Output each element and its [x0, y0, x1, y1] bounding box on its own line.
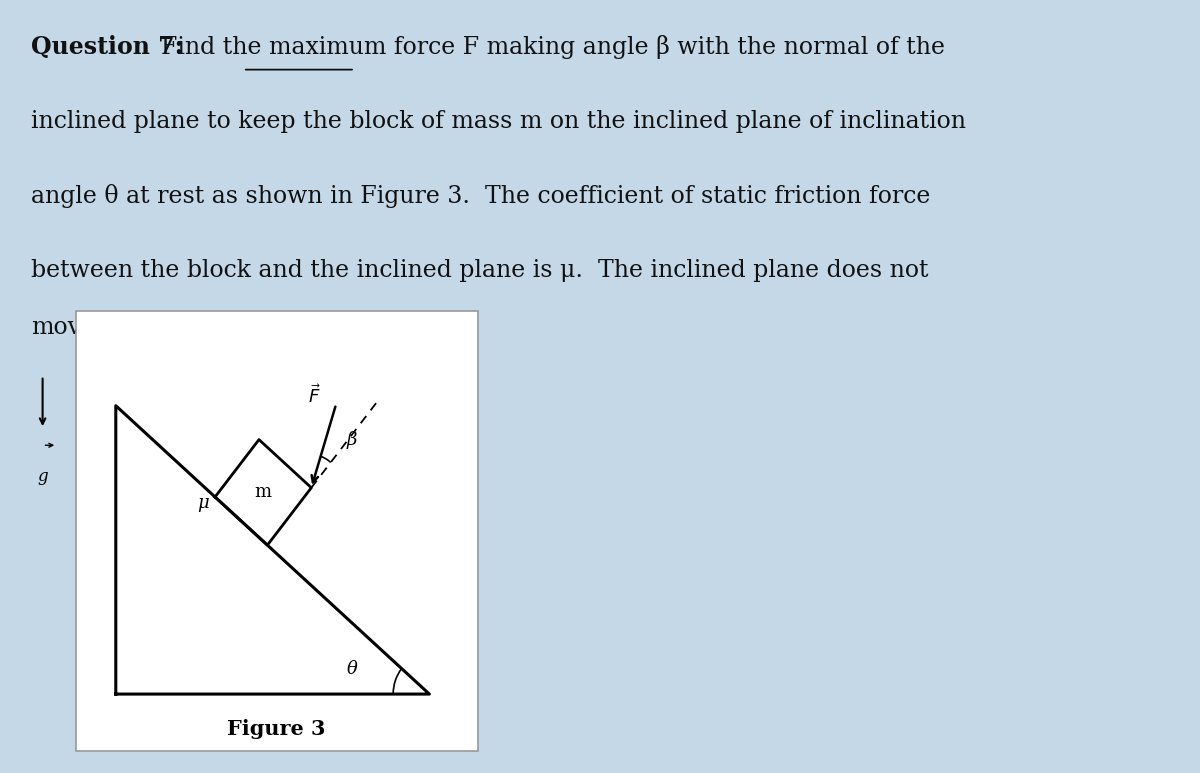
Text: inclined plane to keep the block of mass m on the inclined plane of inclination: inclined plane to keep the block of mass…	[31, 111, 966, 133]
Text: angle θ at rest as shown in Figure 3.  The coefficient of static friction force: angle θ at rest as shown in Figure 3. Th…	[31, 184, 930, 208]
Text: Figure 3: Figure 3	[227, 720, 326, 739]
Text: Find the maximum force F making angle β with the normal of the: Find the maximum force F making angle β …	[146, 36, 946, 60]
Text: Question 7:: Question 7:	[31, 36, 184, 60]
Text: β: β	[347, 431, 356, 448]
Text: g: g	[37, 468, 48, 485]
Text: $\vec{F}$: $\vec{F}$	[307, 383, 320, 407]
Text: between the block and the inclined plane is μ.  The inclined plane does not: between the block and the inclined plane…	[31, 259, 929, 282]
FancyBboxPatch shape	[76, 311, 478, 751]
Text: move.: move.	[31, 315, 102, 339]
Text: θ: θ	[347, 659, 358, 678]
Text: m: m	[254, 483, 271, 502]
Text: μ: μ	[197, 494, 209, 512]
